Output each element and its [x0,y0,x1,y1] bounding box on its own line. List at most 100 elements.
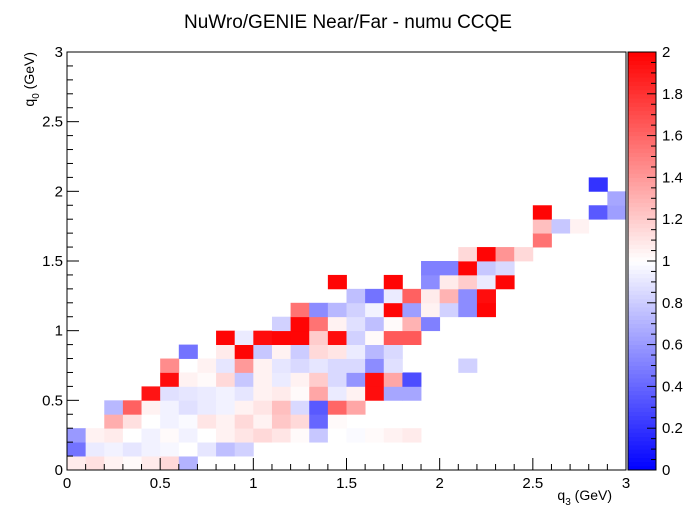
palette-step [628,390,656,396]
x-tick-label: 2.5 [522,475,543,492]
x-tick-label: 3 [622,475,630,492]
palette-step [628,428,656,433]
heatmap-cell [365,386,385,401]
heatmap-cell [439,261,459,276]
heatmap-cell [383,316,403,332]
palette-step [628,394,656,400]
x-tick-label: 1.5 [336,475,357,492]
heatmap-cell [402,288,422,304]
heatmap-cell [327,400,347,415]
palette-step [628,415,656,421]
heatmap-cell [439,274,459,290]
heatmap-cell [290,330,310,345]
heatmap-cell [532,205,552,220]
heatmap-cell [327,386,347,401]
palette-step [628,68,656,74]
heatmap-cell [402,302,422,318]
y-axis-title-unit: (GeV) [21,52,37,93]
heatmap-cell [271,400,291,415]
palette-step [628,127,656,132]
palette-step [628,440,656,446]
y-tick-label: 2 [55,183,63,200]
heatmap-cell [421,302,441,318]
palette-step [628,219,656,224]
heatmap-cell [160,358,180,373]
heatmap-cell [85,442,105,457]
x-tick-label: 2 [435,475,443,492]
heatmap-cell [476,288,496,304]
heatmap-cell [346,288,366,304]
heatmap-cell [476,302,496,318]
palette-step [628,202,656,208]
heatmap-cell [234,372,254,387]
y-tick-label: 0.5 [42,392,63,409]
heatmap-cell [122,456,142,471]
heatmap-cell [67,456,87,471]
heatmap-cell [365,302,385,318]
heatmap-cell [197,428,217,443]
heatmap-cell [346,344,366,359]
palette-step [628,164,656,170]
palette-step [628,93,656,99]
heatmap-cell [327,358,347,373]
y-axis-title-sub: 0 [31,93,42,99]
heatmap-cell [327,372,347,387]
heatmap-cell [588,205,608,220]
heatmap-cell [402,372,422,387]
heatmap-cell [383,344,403,359]
heatmap-cell [383,386,403,401]
heatmap-cell [271,358,291,373]
z-tick-label: 1.8 [662,86,683,103]
heatmap-cell [383,330,403,345]
heatmap-cell [458,302,478,318]
palette-step [628,235,656,241]
heatmap-cell [421,316,441,332]
heatmap-cell [216,344,236,359]
heatmap-cell [514,247,534,262]
palette-step [628,290,656,295]
heatmap-cell [178,428,198,443]
palette-step [628,152,656,157]
palette-step [628,148,656,153]
heatmap-cell [253,386,273,401]
heatmap-cell [402,330,422,345]
palette-step [628,256,656,262]
palette-step [628,273,656,279]
palette-step [628,181,656,187]
z-tick-label: 1.6 [662,128,683,145]
palette-step [628,315,656,321]
heatmap-cell [271,330,291,345]
heatmap-cell [104,414,124,429]
heatmap-cell [271,344,291,359]
heatmap-cell [346,302,366,318]
palette-step [628,265,656,270]
palette-step [628,56,656,61]
x-axis-title: q3 (GeV) [557,487,612,508]
heatmap-cell [122,400,142,415]
heatmap-cell [327,274,347,290]
heatmap-cell [141,442,161,457]
heatmap-cell [383,274,403,290]
palette-step [628,244,656,249]
heatmap-cell [67,442,87,457]
heatmap-cell [495,261,515,276]
heatmap-cell [458,358,478,373]
heatmap-cell [439,302,459,318]
heatmap-cell [253,428,273,443]
heatmap-cell [476,274,496,290]
heatmap-cell [290,414,310,429]
palette-step [628,102,656,107]
heatmap-cell [327,414,347,429]
heatmap-cell [160,428,180,443]
heatmap-cell [253,344,273,359]
palette-step [628,189,656,195]
palette-step [628,436,656,442]
palette-step [628,365,656,371]
palette-step [628,135,656,141]
palette-step [628,177,656,183]
palette-step [628,64,656,70]
heatmap-cell [216,372,236,387]
heatmap-cell [402,316,422,332]
heatmap-cell [309,400,329,415]
palette-step [628,348,656,354]
